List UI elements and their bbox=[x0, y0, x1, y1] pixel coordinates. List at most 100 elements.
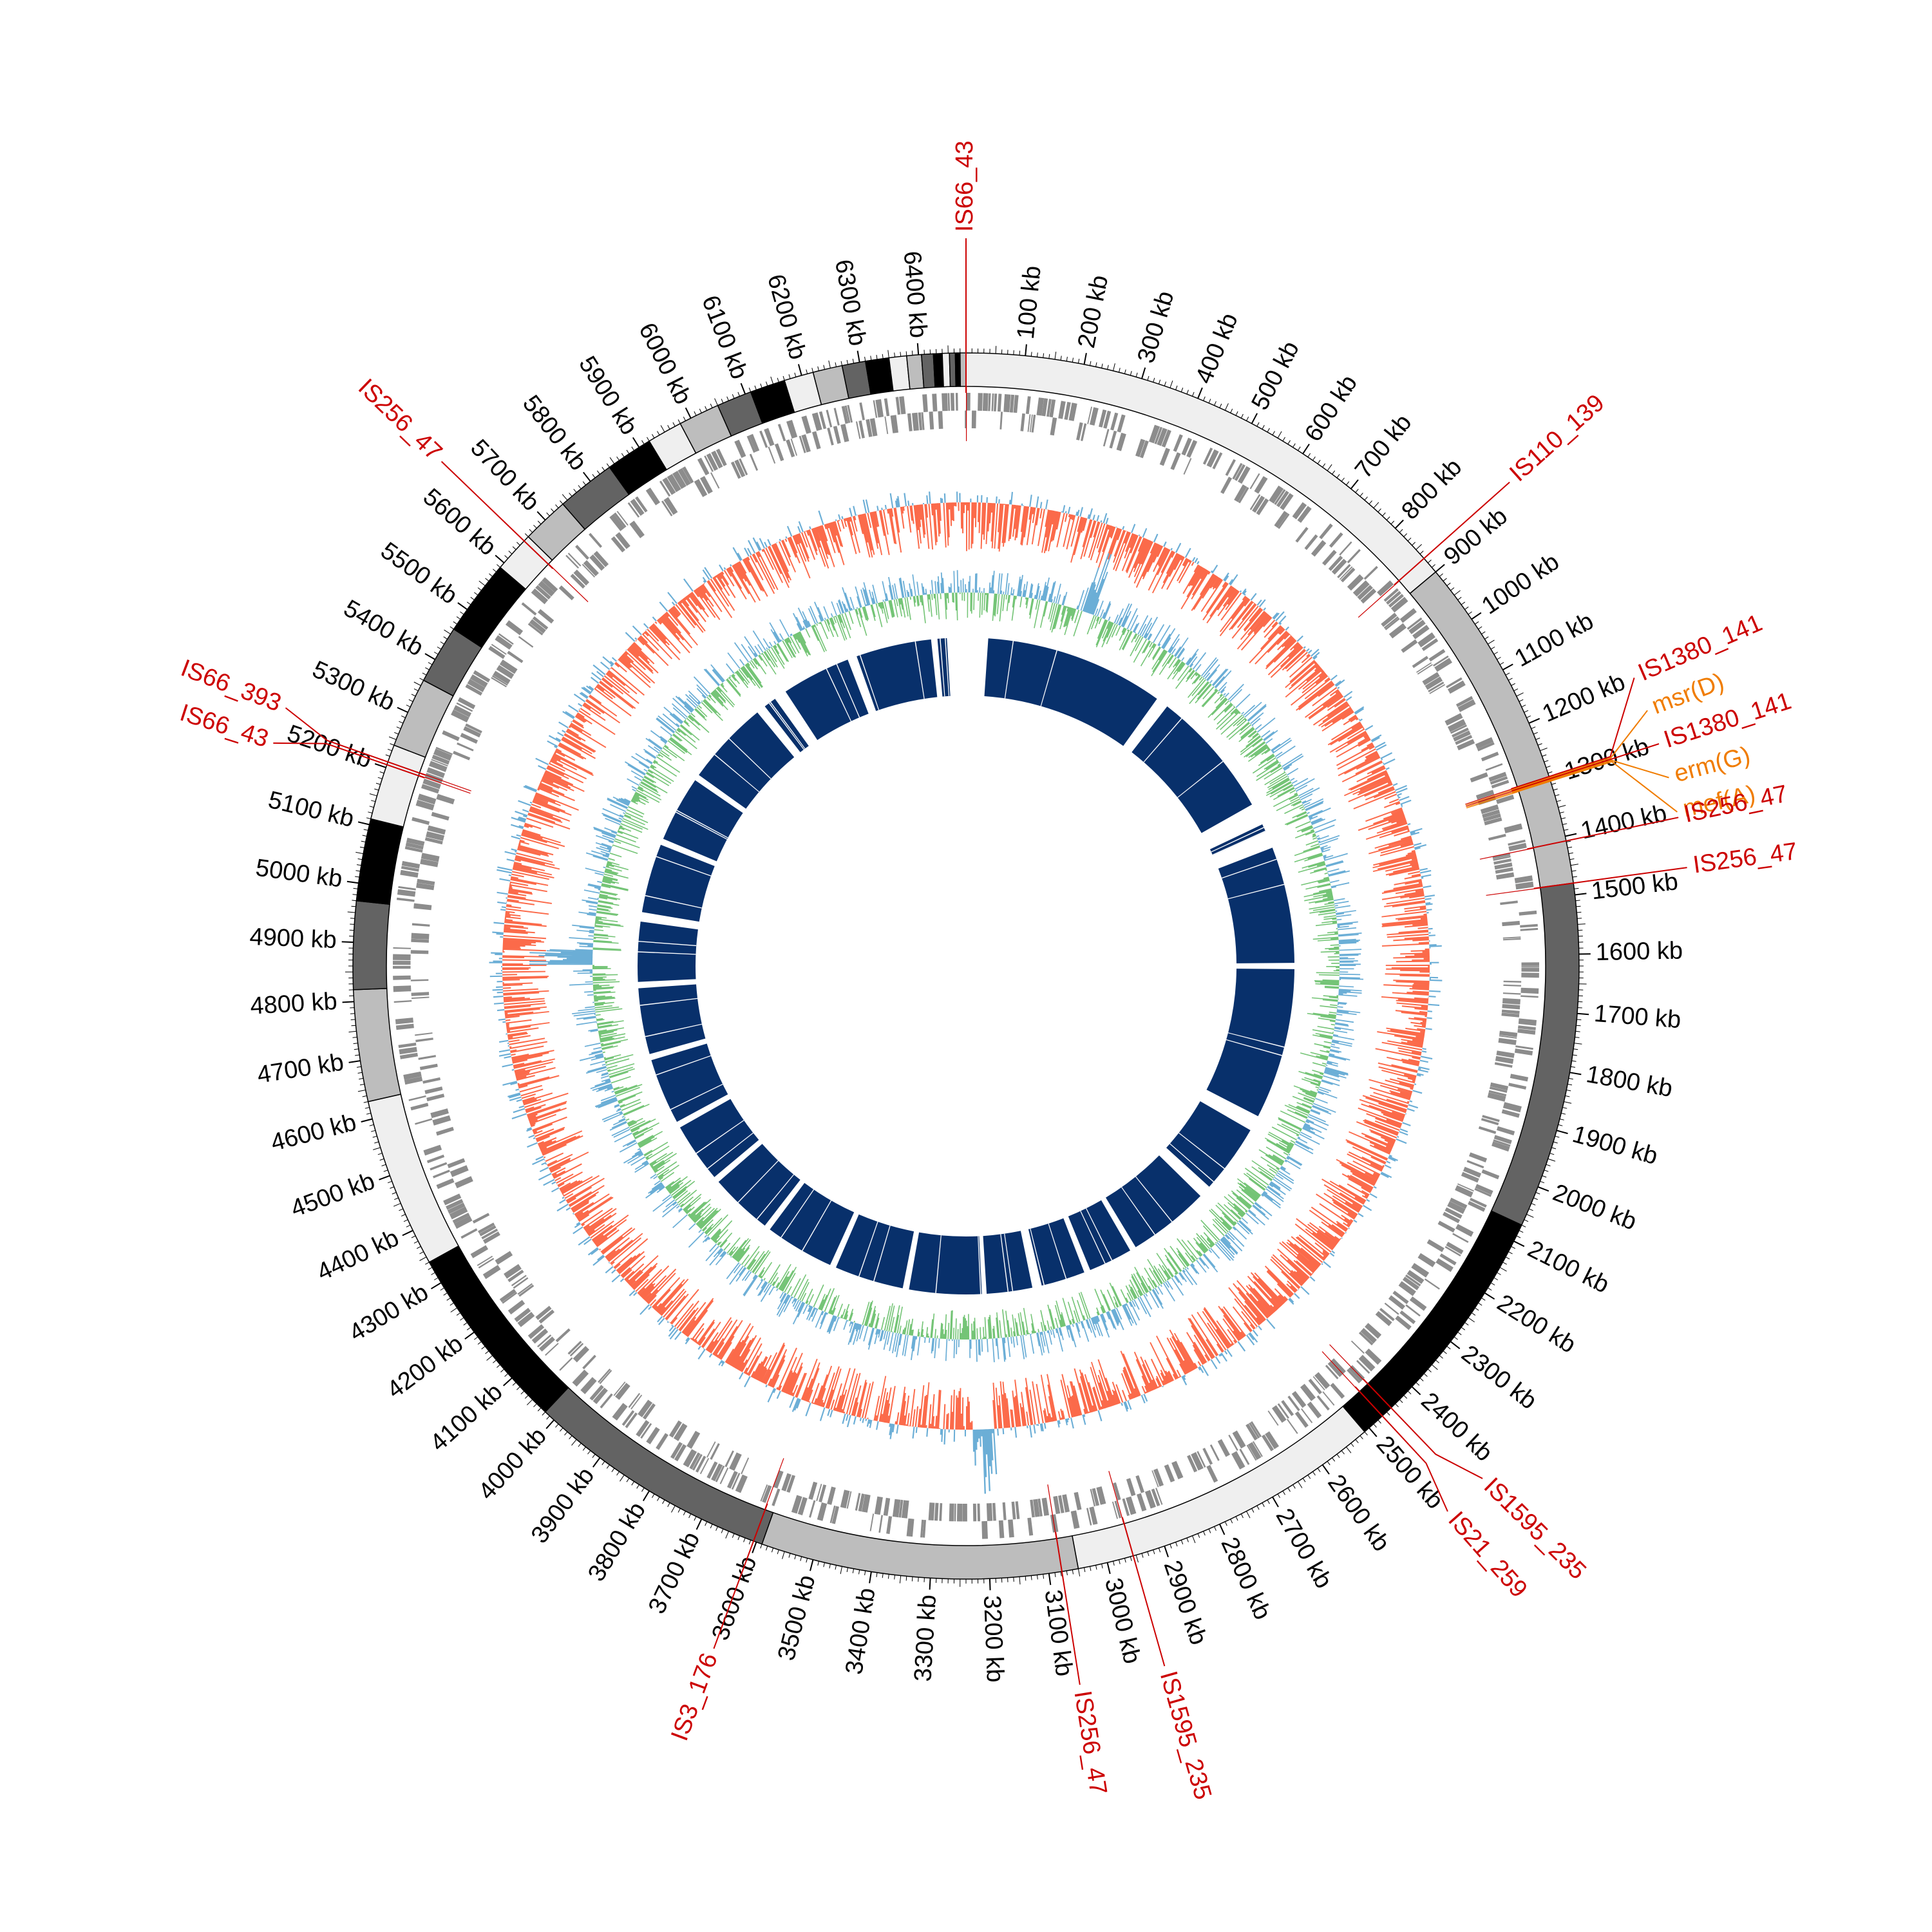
tick-mark bbox=[375, 782, 381, 785]
tick-mark bbox=[1364, 1431, 1368, 1435]
cds-feature bbox=[1253, 1441, 1263, 1457]
tick-mark bbox=[377, 1153, 383, 1155]
tick-label: 5800 kb bbox=[517, 390, 592, 476]
cds-feature bbox=[1434, 658, 1452, 672]
tick-mark bbox=[537, 1407, 542, 1412]
blast-block bbox=[836, 1214, 914, 1289]
cds-feature bbox=[1062, 1494, 1070, 1513]
tick-mark bbox=[1130, 1556, 1132, 1562]
cds-feature bbox=[1250, 1421, 1262, 1437]
blast-gap bbox=[1211, 827, 1264, 853]
annotation-marker bbox=[1047, 1484, 1057, 1539]
tick-mark bbox=[1090, 361, 1092, 366]
tick-mark bbox=[1224, 1521, 1227, 1526]
cds-feature bbox=[1068, 402, 1077, 421]
tick-label: 4500 kb bbox=[287, 1168, 378, 1223]
tick-mark bbox=[1141, 367, 1146, 379]
tick-mark bbox=[1230, 408, 1233, 413]
cds-feature bbox=[527, 623, 544, 636]
tick-mark bbox=[1511, 1246, 1516, 1249]
cds-feature bbox=[1514, 1048, 1533, 1056]
cds-feature bbox=[395, 1018, 413, 1025]
tick-mark bbox=[1083, 353, 1087, 365]
tick-mark bbox=[351, 905, 356, 907]
tick-mark bbox=[1571, 1066, 1576, 1068]
tick-mark bbox=[1577, 1019, 1582, 1021]
tick-mark bbox=[526, 1399, 533, 1406]
cds-feature bbox=[1520, 927, 1539, 931]
cds-feature bbox=[819, 1484, 827, 1502]
tick-mark bbox=[370, 1130, 376, 1132]
cds-feature bbox=[1265, 1431, 1279, 1450]
tick-mark bbox=[1468, 611, 1472, 615]
cds-feature bbox=[1339, 566, 1353, 580]
cds-feature bbox=[999, 412, 1003, 430]
blast-gap bbox=[770, 701, 806, 749]
tick-mark bbox=[1471, 1312, 1476, 1316]
annotation-marker bbox=[548, 564, 589, 602]
contig-segment bbox=[960, 352, 967, 387]
cds-feature bbox=[1011, 1501, 1016, 1520]
tick-label: 200 kb bbox=[1073, 273, 1113, 350]
cds-feature bbox=[1428, 681, 1444, 692]
annotation-marker bbox=[1329, 1344, 1368, 1385]
cds-feature bbox=[1501, 1009, 1520, 1014]
tick-mark bbox=[379, 1175, 390, 1180]
tick-mark bbox=[1513, 688, 1519, 692]
tick-mark bbox=[524, 1395, 529, 1399]
cds-feature bbox=[760, 1484, 768, 1502]
tick-mark bbox=[529, 529, 533, 533]
tick-mark bbox=[1561, 1113, 1566, 1115]
tick-mark bbox=[1475, 621, 1479, 625]
tick-mark bbox=[1564, 829, 1569, 831]
tick-mark bbox=[474, 592, 478, 596]
blast-gap bbox=[1143, 718, 1182, 762]
tick-mark bbox=[1577, 923, 1586, 925]
tick-mark bbox=[419, 677, 424, 681]
cds-feature bbox=[809, 1500, 816, 1518]
cds-feature bbox=[1280, 493, 1294, 511]
cds-feature bbox=[797, 1497, 808, 1515]
tick-label: 400 kb bbox=[1191, 309, 1244, 388]
tick-mark bbox=[609, 457, 615, 464]
cds-feature bbox=[699, 1457, 710, 1475]
cds-feature bbox=[504, 1264, 522, 1279]
cds-feature bbox=[433, 1170, 450, 1179]
cds-feature bbox=[1347, 549, 1361, 564]
cds-feature bbox=[1446, 677, 1463, 688]
tick-mark bbox=[828, 360, 831, 368]
tick-mark bbox=[1427, 560, 1432, 564]
tick-mark bbox=[1153, 377, 1155, 383]
cds-feature bbox=[479, 1225, 497, 1236]
tick-mark bbox=[620, 1475, 625, 1482]
tick-mark bbox=[497, 1364, 501, 1368]
cds-feature bbox=[488, 646, 506, 659]
contig-segment bbox=[905, 354, 925, 390]
cds-feature bbox=[1469, 1152, 1488, 1162]
cds-feature bbox=[1033, 1499, 1040, 1517]
cds-feature bbox=[1503, 938, 1521, 941]
tick-mark bbox=[715, 1526, 718, 1531]
cds-feature bbox=[1287, 1396, 1300, 1412]
cds-feature bbox=[478, 1222, 495, 1234]
tick-mark bbox=[699, 408, 702, 413]
cds-feature bbox=[1234, 464, 1245, 481]
cds-feature bbox=[573, 569, 589, 586]
tick-label: 4200 kb bbox=[382, 1331, 468, 1404]
cds-feature bbox=[613, 1381, 626, 1396]
cds-feature bbox=[1049, 399, 1056, 418]
tick-mark bbox=[1277, 1493, 1280, 1499]
cds-feature bbox=[692, 1454, 703, 1471]
cds-feature bbox=[833, 408, 840, 426]
tick-mark bbox=[396, 726, 401, 729]
tick-mark bbox=[355, 1054, 360, 1056]
tick-mark bbox=[578, 1443, 582, 1447]
tick-mark bbox=[401, 715, 406, 718]
cds-feature bbox=[411, 938, 429, 943]
cds-feature bbox=[529, 619, 546, 634]
tick-mark bbox=[1312, 456, 1316, 461]
tick-mark bbox=[342, 1001, 354, 1003]
tick-mark bbox=[1575, 900, 1580, 902]
cds-feature bbox=[1291, 1391, 1307, 1408]
